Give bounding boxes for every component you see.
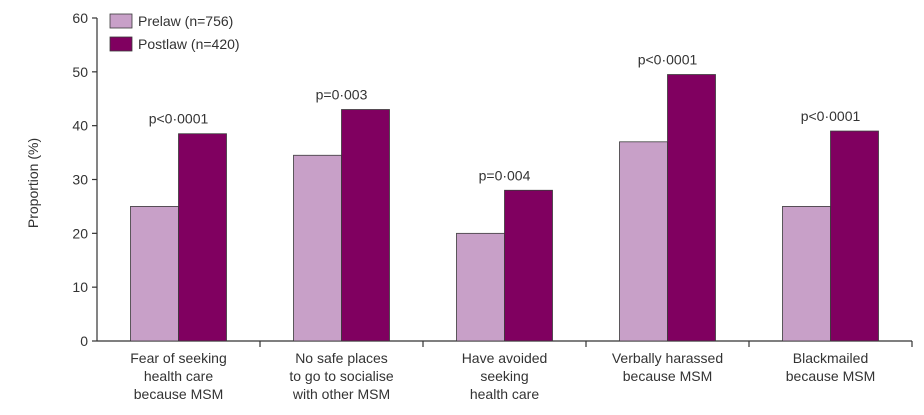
y-axis-title: Proportion (%)	[25, 138, 41, 228]
annotations: p<0·0001 p=0·003 p=0·004 p<0·0001 p<0·0001	[149, 52, 861, 184]
legend-label: Prelaw (n=756)	[138, 13, 233, 29]
x-category-label: Verbally harassed because MSM	[612, 350, 723, 384]
y-tick-label: 30	[72, 172, 88, 188]
legend-swatch	[109, 36, 133, 52]
bar-postlaw	[504, 189, 553, 342]
x-category-label-line: Fear of seeking	[130, 350, 227, 366]
bars	[130, 74, 879, 342]
y-tick-label: 0	[80, 333, 88, 349]
bar-prelaw	[293, 154, 342, 342]
y-axis: 0 10 20 30 40 50 60	[72, 10, 98, 349]
bar-prelaw	[130, 206, 179, 342]
bar-postlaw	[830, 130, 879, 342]
p-value-label: p<0·0001	[149, 111, 209, 127]
x-category-label-line: to go to socialise	[289, 368, 393, 384]
y-tick-label: 60	[72, 10, 88, 26]
x-category-label: Have avoided seeking health care	[462, 350, 548, 402]
y-tick-label: 20	[72, 225, 88, 241]
x-category-label-line: seeking	[480, 368, 528, 384]
bar-prelaw	[782, 206, 831, 342]
x-category-label-line: Blackmailed	[793, 350, 868, 366]
x-category-label-line: No safe places	[295, 350, 388, 366]
y-tick-label: 50	[72, 64, 88, 80]
x-category-label-line: health care	[470, 386, 539, 402]
y-tick-label: 40	[72, 118, 88, 134]
x-category-label: Blackmailed because MSM	[786, 350, 875, 384]
y-tick-label: 10	[72, 279, 88, 295]
bar-prelaw	[619, 141, 668, 342]
bar-prelaw	[456, 232, 505, 342]
x-category-label-line: because MSM	[623, 368, 712, 384]
x-category-label-line: Verbally harassed	[612, 350, 723, 366]
bar-postlaw	[667, 74, 716, 342]
p-value-label: p=0·004	[479, 167, 531, 183]
x-category-label: No safe places to go to socialise with oth…	[289, 350, 393, 402]
bar-postlaw	[178, 133, 227, 342]
x-axis: Fear of seeking health care because MSM No …	[97, 340, 913, 402]
legend-swatch	[109, 13, 133, 29]
x-category-label-line: because MSM	[134, 386, 223, 402]
legend: Prelaw (n=756) Postlaw (n=420)	[109, 13, 240, 52]
bar-postlaw	[341, 109, 390, 342]
x-category-label-line: with other MSM	[292, 386, 390, 402]
p-value-label: p<0·0001	[638, 52, 698, 68]
legend-label: Postlaw (n=420)	[138, 36, 240, 52]
p-value-label: p<0·0001	[801, 108, 861, 124]
x-category-label: Fear of seeking health care because MSM	[130, 350, 227, 402]
p-value-label: p=0·003	[316, 87, 368, 103]
x-category-label-line: Have avoided	[462, 350, 548, 366]
x-category-label-line: health care	[144, 368, 213, 384]
x-category-label-line: because MSM	[786, 368, 875, 384]
